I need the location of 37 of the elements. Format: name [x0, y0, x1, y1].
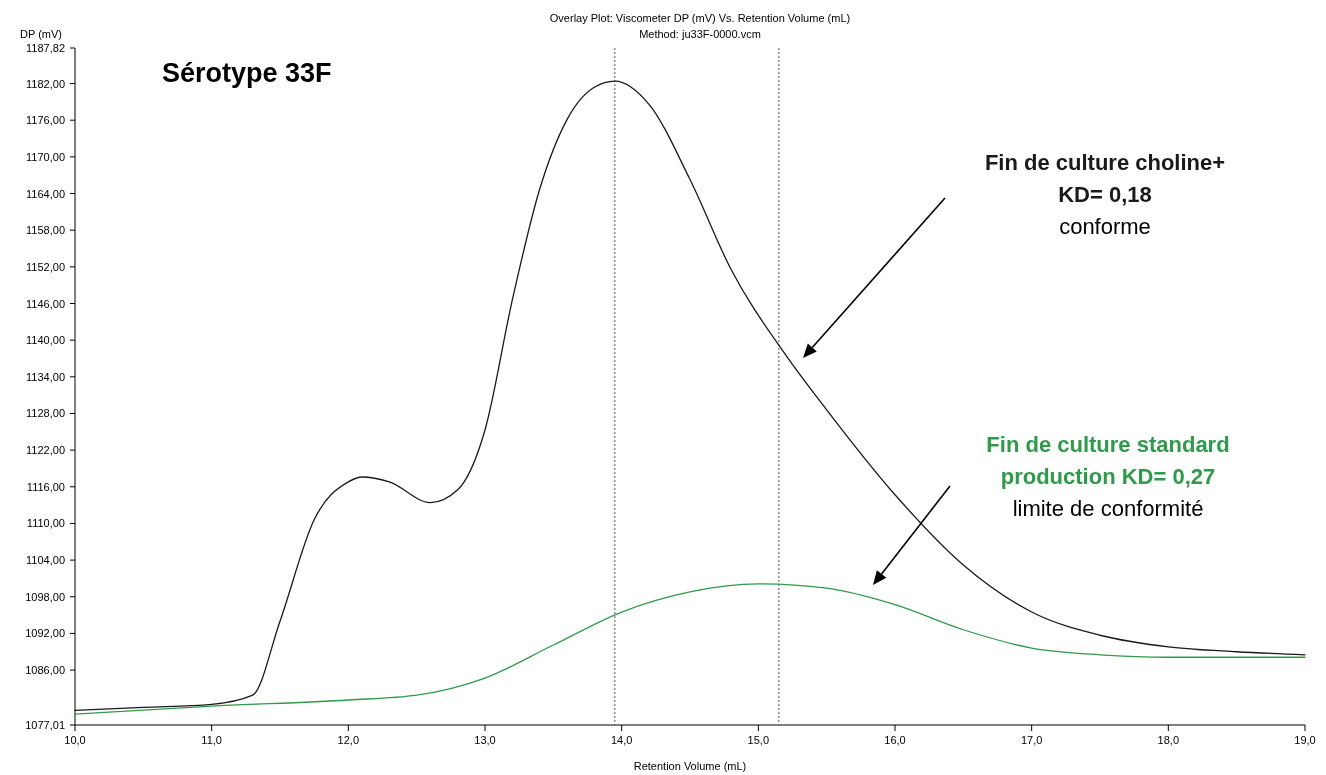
chart-subtitle: Method: ju33F-0000.vcm [639, 28, 761, 40]
annotation: Fin de culture standard production KD= 0,27 limite de conformité [986, 432, 1230, 521]
y-tick-label: 1104,00 [26, 554, 65, 567]
annotation: Sérotype 33F [162, 58, 332, 88]
y-tick-label: 1098,00 [25, 590, 65, 603]
y-tick-label: 1128,00 [26, 407, 65, 420]
y-tick-label: 1187,82 [26, 42, 65, 54]
y-tick-label: 1158,00 [26, 224, 65, 237]
y-tick-label: 1092,00 [25, 627, 65, 640]
x-tick-label: 11,0 [201, 734, 222, 746]
line-series [74, 583, 1306, 715]
y-tick-label: 1152,00 [26, 260, 65, 273]
y-tick-label: 1182,00 [26, 77, 65, 90]
x-tick-label: 10,0 [64, 734, 86, 746]
x-tick-label: 16,0 [884, 734, 906, 746]
chart-title: Overlay Plot: Viscometer DP (mV) Vs. Retention Volume (mL) [549, 12, 851, 24]
x-tick-label: 18,0 [1157, 734, 1180, 746]
y-tick-label: 1086,00 [25, 664, 65, 677]
x-tick-label: 15,0 [747, 734, 770, 746]
y-tick-label: 1146,00 [26, 297, 65, 310]
y-tick-label: 1116,00 [26, 480, 65, 493]
x-tick-label: 19,0 [1294, 734, 1316, 746]
y-tick-label: 1164,00 [26, 187, 65, 200]
y-tick-label: 1170,00 [26, 150, 65, 163]
x-tick-label: 13,0 [474, 734, 496, 746]
x-tick-label: 12,0 [337, 734, 360, 746]
y-tick-label: 1140,00 [26, 334, 65, 347]
y-axis-title: DP (mV) [20, 28, 62, 40]
y-tick-label: 1176,00 [26, 114, 65, 127]
y-tick-label: 1110,00 [26, 517, 65, 530]
y-tick-label: 1122,00 [26, 444, 65, 457]
x-tick-label: 17,0 [1020, 734, 1043, 746]
x-tick-label: 14,0 [610, 734, 633, 746]
x-axis-title: Retention Volume (mL) [633, 760, 747, 772]
annotation: Fin de culture choline+ KD= 0,18 conforme [984, 150, 1226, 239]
y-tick-label: 1134,00 [26, 370, 65, 383]
y-tick-label: 1077,01 [25, 719, 65, 731]
